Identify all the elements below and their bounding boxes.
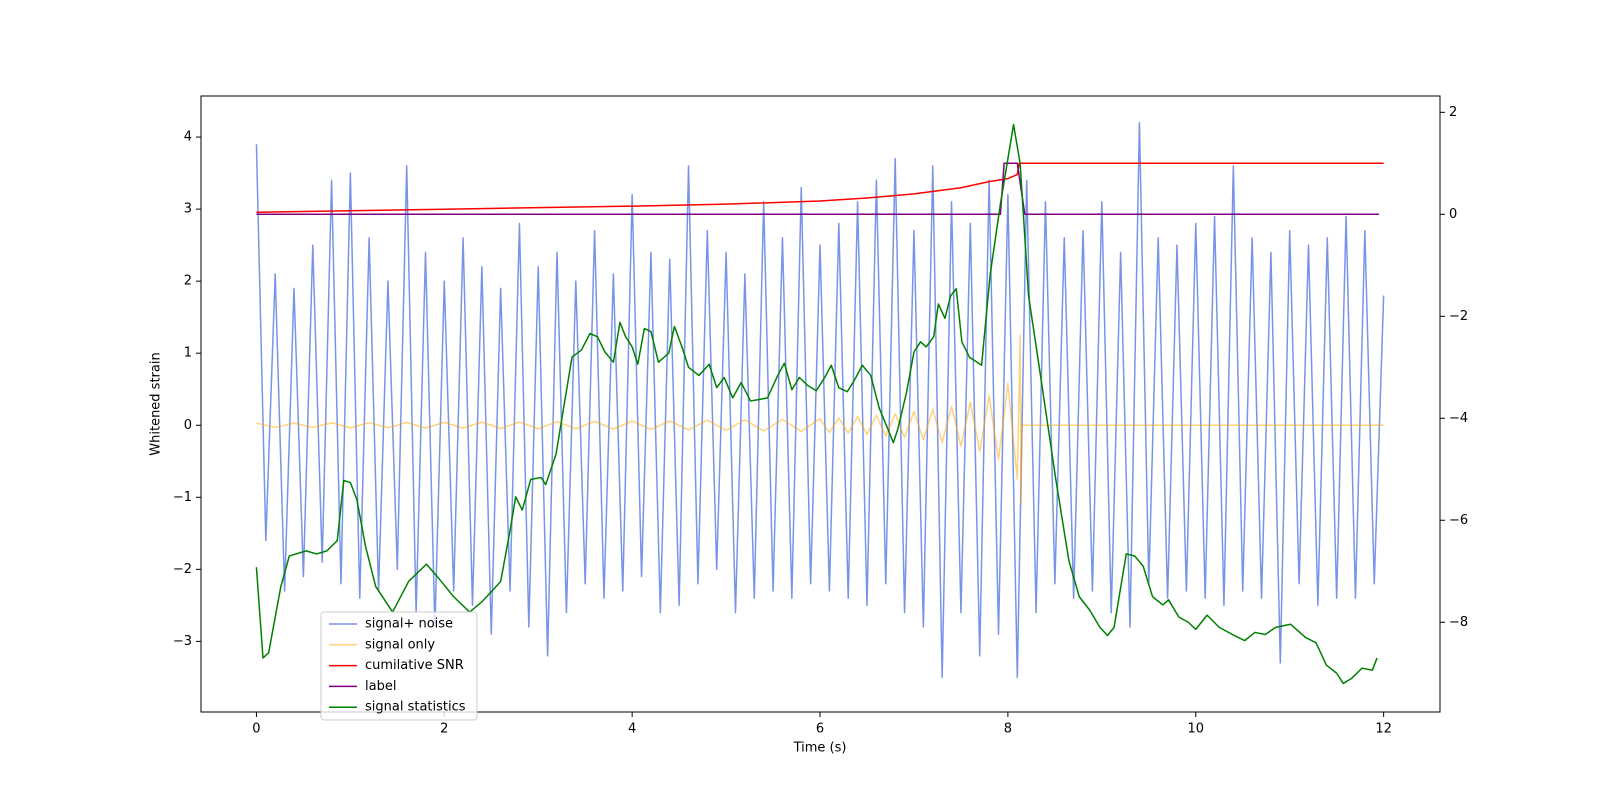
y-tick-label: 2 [184, 274, 192, 289]
series-line [256, 334, 1384, 506]
y2-tick-label: −2 [1449, 309, 1468, 324]
y-tick-label: −1 [173, 490, 192, 505]
x-axis-label: Time (s) [793, 741, 847, 756]
y2-tick-label: −4 [1449, 411, 1468, 426]
y-tick-label: 3 [184, 202, 192, 217]
y2-tick-label: 0 [1449, 207, 1457, 222]
y2-tick-label: −6 [1449, 513, 1468, 528]
plot-area [255, 121, 1385, 685]
legend-label: label [365, 679, 396, 694]
legend-label: cumilative SNR [365, 658, 464, 673]
y-axis-label: Whitened strain [149, 352, 164, 455]
x-tick-label: 4 [628, 722, 636, 737]
legend-box [320, 611, 478, 721]
x-tick-label: 6 [816, 722, 824, 737]
x-tick-label: 12 [1375, 722, 1392, 737]
legend-label: signal statistics [365, 700, 466, 715]
x-tick-label: 8 [1004, 722, 1012, 737]
series-line [255, 121, 1385, 679]
legend-label: signal+ noise [365, 617, 453, 632]
y-tick-label: 4 [184, 130, 192, 145]
series-line [256, 162, 1379, 216]
x-tick-label: 2 [440, 722, 448, 737]
x-tick-label: 0 [252, 722, 260, 737]
y-tick-label: 0 [184, 418, 192, 433]
y2-tick-label: 2 [1449, 105, 1457, 120]
legend-label: signal only [365, 637, 435, 652]
y-tick-label: −2 [173, 562, 192, 577]
y-tick-label: −3 [173, 634, 192, 649]
y2-tick-label: −8 [1449, 615, 1468, 630]
series-line [256, 162, 1384, 214]
x-tick-label: 10 [1187, 722, 1204, 737]
y-tick-label: 1 [184, 346, 192, 361]
series-line [255, 123, 1378, 685]
